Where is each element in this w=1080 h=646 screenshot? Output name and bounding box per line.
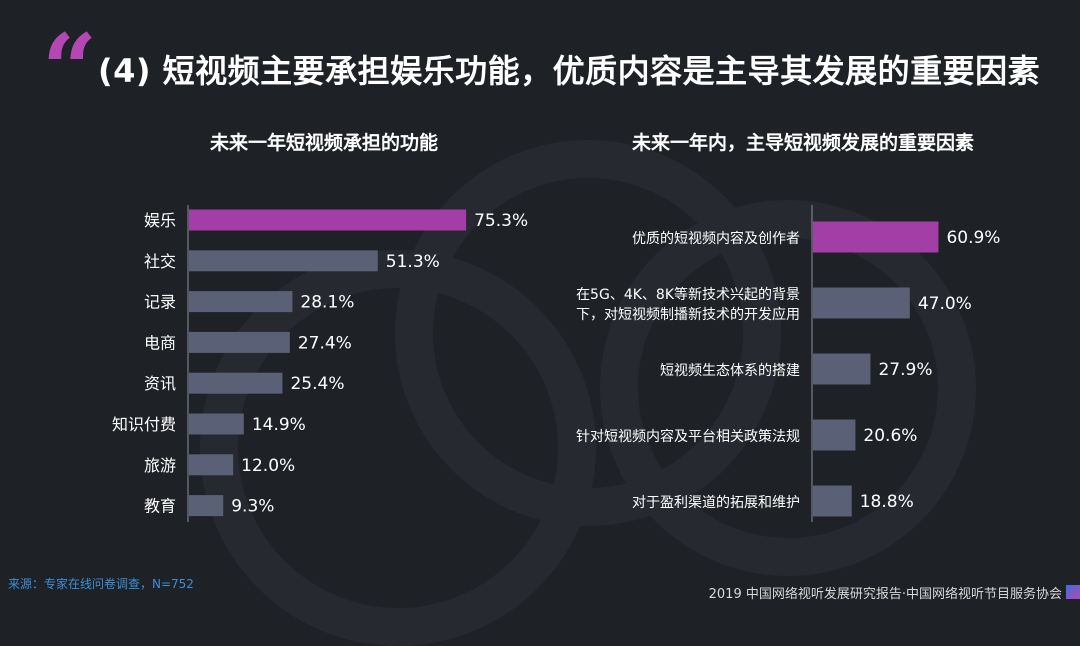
footer-credit: 2019 中国网络视听发展研究报告·中国网络视听节目服务协会 — [708, 587, 1062, 602]
page-title: (4) 短视频主要承担娱乐功能，优质内容是主导其发展的重要因素 — [98, 52, 1041, 90]
left-bar-6 — [189, 454, 234, 476]
right-bar-3 — [813, 419, 856, 451]
left-category-label-0: 娱乐 — [144, 211, 176, 230]
left-value-label-0: 75.3% — [474, 211, 528, 231]
left-value-label-2: 28.1% — [300, 293, 354, 313]
right-category-label-0: 优质的短视频内容及创作者 — [632, 230, 800, 247]
left-bar-2 — [189, 291, 293, 313]
bar-charts: 75.3% 娱乐 51.3% 社交 28.1% 记录 27.4% 电商 25.4% 资讯 14.9%… — [112, 205, 1000, 522]
right-value-label-1: 47.0% — [918, 294, 972, 314]
left-value-label-7: 9.3% — [231, 497, 274, 517]
right-category-label-3: 针对短视频内容及平台相关政策法规 — [576, 428, 800, 445]
right-value-label-2: 27.9% — [878, 360, 932, 380]
left-value-label-3: 27.4% — [298, 333, 352, 353]
quote-mark-icon: “ — [42, 13, 98, 126]
left-bar-1 — [189, 250, 378, 272]
left-bar-7 — [189, 495, 224, 517]
right-chart-title: 未来一年内，主导短视频发展的重要因素 — [632, 132, 975, 154]
left-category-label-7: 教育 — [144, 497, 176, 516]
left-category-label-5: 知识付费 — [112, 415, 176, 434]
right-category-label-1-line-1: 下，对短视频制播新技术的开发应用 — [576, 306, 800, 323]
left-bar-3 — [189, 331, 290, 353]
right-value-label-3: 20.6% — [863, 426, 917, 446]
right-category-label-2: 短视频生态体系的搭建 — [660, 363, 800, 379]
left-bar-5 — [189, 413, 244, 435]
right-category-label-1-line-0: 在5G、4K、8K等新技术兴起的背景 — [576, 286, 800, 303]
left-category-label-3: 电商 — [144, 333, 176, 352]
left-chart-title: 未来一年短视频承担的功能 — [210, 132, 439, 154]
right-bar-0 — [813, 221, 939, 253]
left-value-label-6: 12.0% — [241, 456, 295, 476]
left-value-label-1: 51.3% — [386, 252, 440, 272]
left-bar-4 — [189, 372, 283, 394]
left-value-label-4: 25.4% — [290, 374, 344, 394]
left-category-label-6: 旅游 — [144, 456, 176, 475]
corner-accent — [1066, 585, 1080, 599]
right-category-label-4: 对于盈利渠道的拓展和维护 — [632, 495, 800, 511]
source-note: 来源：专家在线问卷调查，N=752 — [8, 577, 194, 591]
left-category-label-4: 资讯 — [144, 374, 176, 393]
left-value-label-5: 14.9% — [252, 415, 306, 435]
left-category-label-1: 社交 — [144, 252, 176, 271]
right-value-label-0: 60.9% — [946, 228, 1000, 248]
right-bar-4 — [813, 485, 852, 517]
right-value-label-4: 18.8% — [860, 492, 914, 512]
left-bar-0 — [189, 209, 467, 231]
left-category-label-2: 记录 — [144, 293, 176, 312]
right-bar-1 — [813, 287, 910, 319]
right-bar-2 — [813, 353, 871, 385]
